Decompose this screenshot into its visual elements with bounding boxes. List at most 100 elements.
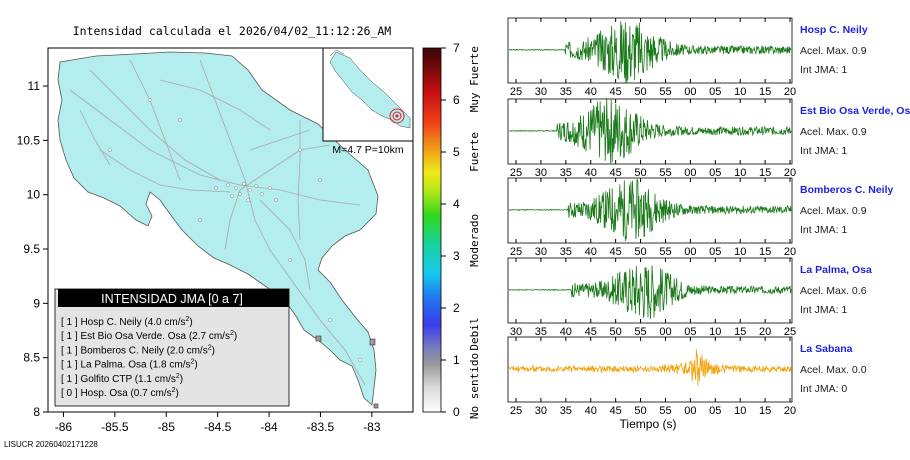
colorbar-tick-label: 0 bbox=[453, 405, 460, 419]
colorbar-category-label: Debil bbox=[468, 317, 481, 350]
seismogram-panel: 25 30 35 40 45 50 55 00 05 10 15 20 Hosp C. Neily Ace… bbox=[507, 17, 868, 98]
trace-tick-label: 35 bbox=[535, 326, 547, 338]
trace-tick-label: 35 bbox=[560, 86, 572, 98]
colorbar-tick-label: 1 bbox=[453, 353, 460, 367]
colorbar-tick-label: 4 bbox=[453, 197, 460, 211]
trace-tick-label: 05 bbox=[709, 86, 721, 98]
trace-tick-label: 45 bbox=[610, 86, 622, 98]
map-y-axis: 8 8.5 9 9.5 10 10.5 11 bbox=[17, 79, 48, 419]
seismogram-panel: 25 30 35 40 45 50 55 00 05 10 15 20 Bomberos C. Neil… bbox=[507, 177, 894, 258]
trace-tick-label: 55 bbox=[659, 167, 671, 179]
map-y-tick-label: 11 bbox=[28, 79, 41, 93]
seismogram-panel: 25 30 35 40 45 50 55 00 05 10 15 20 Est Bio Osa Verd… bbox=[507, 97, 910, 179]
station-name: La Sabana bbox=[800, 343, 853, 355]
trace-tick-label: 20 bbox=[784, 86, 796, 98]
trace-tick-label: 50 bbox=[634, 405, 646, 417]
station-accel: Acel. Max. 0.6 bbox=[800, 285, 867, 297]
road-network bbox=[69, 59, 366, 386]
colorbar-tick-label: 5 bbox=[453, 145, 460, 159]
legend-entry: [ 1 ] La Palma. Osa (1.8 cm/s2) bbox=[61, 359, 198, 371]
trace-tick-label: 30 bbox=[535, 246, 547, 258]
legend-entry: [ 0 ] Hosp. Osa (0.7 cm/s2) bbox=[61, 387, 179, 399]
station-name: La Palma, Osa bbox=[800, 264, 872, 276]
colorbar-category-label: Moderado bbox=[468, 214, 481, 267]
trace-tick-label: 20 bbox=[784, 246, 796, 258]
trace-tick-label: 05 bbox=[709, 167, 721, 179]
trace-tick-label: 40 bbox=[585, 405, 597, 417]
map-x-tick-label: -86 bbox=[55, 420, 73, 434]
trace-tick-label: 50 bbox=[634, 246, 646, 258]
intensity-legend: INTENSIDAD JMA [0 a 7] [ 1 ] Hosp C. Nei… bbox=[54, 288, 290, 407]
legend-entry: [ 1 ] Golfito CTP (1.1 cm/s2) bbox=[61, 373, 183, 385]
colorbar-category-label: Muy Fuerte bbox=[468, 46, 481, 112]
station-accel: Acel. Max. 0.9 bbox=[800, 205, 867, 217]
map-y-tick-label: 10.5 bbox=[17, 133, 41, 147]
seismogram-panels: 25 30 35 40 45 50 55 00 05 10 15 20 Hosp C. Neily Ace… bbox=[507, 17, 910, 417]
epicenter-icon bbox=[389, 108, 405, 124]
station-name: Bomberos C. Neily bbox=[800, 184, 894, 196]
seismogram-panel: 25 30 35 40 45 50 55 00 05 10 15 20 La Sabana Acel. M… bbox=[507, 336, 867, 417]
trace-tick-label: 15 bbox=[759, 86, 771, 98]
trace-tick-label: 05 bbox=[709, 246, 721, 258]
colorbar-tick-label: 2 bbox=[453, 301, 460, 315]
trace-tick-label: 15 bbox=[734, 326, 746, 338]
trace-tick-label: 55 bbox=[634, 326, 646, 338]
trace-tick-label: 40 bbox=[585, 167, 597, 179]
inset-magnitude-label: M=4.7 P=10km bbox=[332, 144, 403, 156]
trace-tick-label: 45 bbox=[585, 326, 597, 338]
map-x-tick-label: -83.5 bbox=[307, 420, 335, 434]
inset-map: M=4.7 P=10km bbox=[322, 47, 414, 156]
trace-tick-label: 40 bbox=[560, 326, 572, 338]
footer-id: LISUCR 20260402171228 bbox=[4, 440, 98, 449]
trace-tick-label: 30 bbox=[535, 86, 547, 98]
station-name: Est Bio Osa Verde, Osa bbox=[800, 105, 910, 117]
trace-tick-label: 10 bbox=[734, 86, 746, 98]
station-intensity: Int JMA: 0 bbox=[800, 383, 847, 395]
time-axis-label: Tiempo (s) bbox=[620, 417, 677, 431]
colorbar-tick-label: 3 bbox=[453, 249, 460, 263]
map-x-tick-label: -83 bbox=[363, 420, 381, 434]
colorbar-tick-label: 6 bbox=[453, 93, 460, 107]
trace-tick-label: 00 bbox=[684, 86, 696, 98]
trace-tick-label: 40 bbox=[585, 86, 597, 98]
station-intensity: Int JMA: 1 bbox=[800, 145, 847, 157]
map-x-tick-label: -85 bbox=[158, 420, 176, 434]
station-intensity: Int JMA: 1 bbox=[800, 304, 847, 316]
station-intensity: Int JMA: 1 bbox=[800, 64, 847, 76]
trace-tick-label: 00 bbox=[659, 326, 671, 338]
waveform-line bbox=[508, 349, 792, 387]
map-y-tick-label: 9.5 bbox=[23, 242, 40, 256]
intensity-colorbar: 0 1 2 3 4 5 6 7 No sentido Debil Moderado Fuerte Mu… bbox=[422, 41, 481, 419]
trace-tick-label: 00 bbox=[684, 246, 696, 258]
trace-tick-label: 00 bbox=[684, 167, 696, 179]
trace-tick-label: 55 bbox=[659, 405, 671, 417]
station-name: Hosp C. Neily bbox=[800, 24, 868, 36]
station-marker bbox=[315, 335, 322, 342]
trace-tick-label: 55 bbox=[659, 86, 671, 98]
map-x-tick-label: -84 bbox=[260, 420, 278, 434]
trace-tick-label: 45 bbox=[610, 246, 622, 258]
trace-tick-label: 50 bbox=[634, 86, 646, 98]
legend-entry: [ 1 ] Bomberos C. Neily (2.0 cm/s2) bbox=[61, 344, 215, 356]
trace-tick-label: 00 bbox=[684, 405, 696, 417]
trace-tick-label: 50 bbox=[610, 326, 622, 338]
trace-tick-label: 15 bbox=[759, 246, 771, 258]
map-y-tick-label: 9 bbox=[33, 296, 40, 310]
colorbar-category-label: No sentido bbox=[468, 353, 481, 419]
colorbar-category-label: Fuerte bbox=[468, 132, 481, 172]
trace-tick-label: 25 bbox=[784, 326, 796, 338]
trace-tick-label: 35 bbox=[560, 246, 572, 258]
map-x-tick-label: -84.5 bbox=[204, 420, 232, 434]
legend-title: INTENSIDAD JMA [0 a 7] bbox=[101, 292, 243, 306]
trace-tick-label: 30 bbox=[535, 167, 547, 179]
legend-entry: [ 1 ] Hosp C. Neily (4.0 cm/s2) bbox=[61, 316, 193, 328]
map-y-tick-label: 8.5 bbox=[23, 351, 40, 365]
map-x-axis: -86 -85.5 -85 -84.5 -84 -83.5 -83 bbox=[55, 412, 381, 434]
trace-tick-label: 20 bbox=[784, 405, 796, 417]
station-intensity: Int JMA: 1 bbox=[800, 224, 847, 236]
station-marker bbox=[373, 403, 379, 409]
map-y-tick-label: 10 bbox=[27, 188, 41, 202]
trace-tick-label: 25 bbox=[510, 405, 522, 417]
station-accel: Acel. Max. 0.9 bbox=[800, 126, 867, 138]
waveform-line bbox=[508, 265, 792, 319]
